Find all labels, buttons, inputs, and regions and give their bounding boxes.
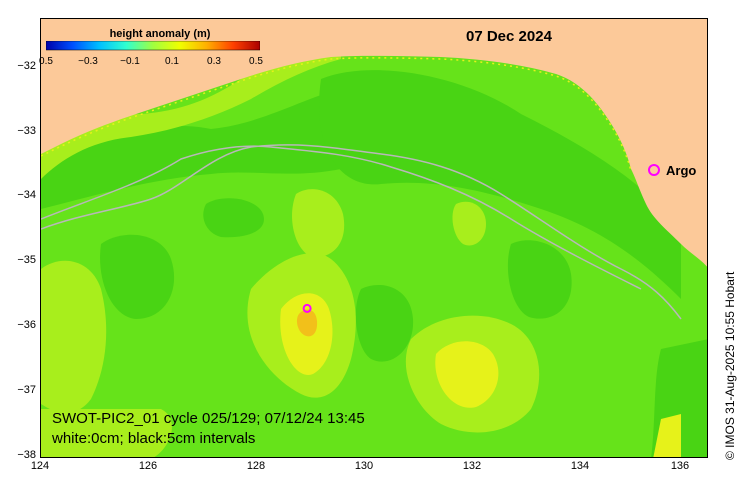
- argo-marker-icon: [648, 164, 660, 176]
- low-anomaly-region-east: [319, 70, 681, 299]
- colorbar: [46, 41, 260, 51]
- argo-float-marker: [302, 303, 312, 313]
- land-mass: [41, 19, 707, 267]
- colorbar-tick-label: 0.3: [207, 56, 221, 67]
- lon-tick-label: 124: [30, 460, 50, 472]
- lat-tick-label: −37: [17, 384, 36, 396]
- lon-tick-label: 136: [670, 460, 690, 472]
- map-panel: [40, 18, 708, 458]
- colorbar-title: height anomaly (m): [109, 28, 211, 40]
- argo-legend-label: Argo: [666, 163, 697, 178]
- colorbar-tick-label: −0.3: [78, 56, 98, 67]
- lat-tick-label: −34: [17, 189, 36, 201]
- lon-tick-label: 128: [246, 460, 266, 472]
- lon-tick-label: 126: [138, 460, 158, 472]
- low-anomaly-blob-2: [203, 198, 264, 238]
- lat-tick-label: −33: [17, 125, 36, 137]
- lon-tick-label: 130: [354, 460, 374, 472]
- height-anomaly-map: [41, 19, 707, 457]
- low-anomaly-blob-4: [507, 240, 572, 319]
- low-anomaly-blob-1: [100, 234, 175, 319]
- peak-anomaly-core-central: [296, 309, 318, 337]
- high-anomaly-region-south-west: [41, 409, 172, 457]
- lat-tick-label: −36: [17, 319, 36, 331]
- lat-tick-label: −32: [17, 60, 36, 72]
- map-date: 07 Dec 2024: [466, 28, 552, 45]
- lon-tick-label: 132: [462, 460, 482, 472]
- dataset-info: SWOT-PIC2_01 cycle 025/129; 07/12/24 13:…: [52, 410, 365, 427]
- colorbar-tick-label: −0.1: [120, 56, 140, 67]
- high-anomaly-region-east: [452, 201, 486, 246]
- colorbar-tick-label: 0.5: [249, 56, 263, 67]
- high-anomaly-region-coastal: [41, 45, 341, 179]
- lat-tick-label: −38: [17, 449, 36, 461]
- colorbar-tick-label: 0.5: [39, 56, 53, 67]
- lat-tick-label: −35: [17, 254, 36, 266]
- peak-anomaly-region-southeast: [435, 341, 499, 408]
- peak-anomaly-region-south-east-edge: [653, 414, 681, 457]
- credit-text: © IMOS 31-Aug-2025 10:55 Hobart: [723, 271, 737, 460]
- low-anomaly-blob-3: [355, 284, 414, 362]
- high-anomaly-region-north: [292, 189, 345, 258]
- contour-info: white:0cm; black:5cm intervals: [52, 430, 256, 447]
- shelf-contour-line-2: [41, 145, 642, 290]
- shelf-contour-line: [41, 144, 682, 320]
- lon-tick-label: 134: [570, 460, 590, 472]
- high-anomaly-region-west: [41, 260, 107, 413]
- argo-floats: [302, 303, 312, 313]
- coast-dotted-line: [41, 57, 632, 172]
- colorbar-tick-label: 0.1: [165, 56, 179, 67]
